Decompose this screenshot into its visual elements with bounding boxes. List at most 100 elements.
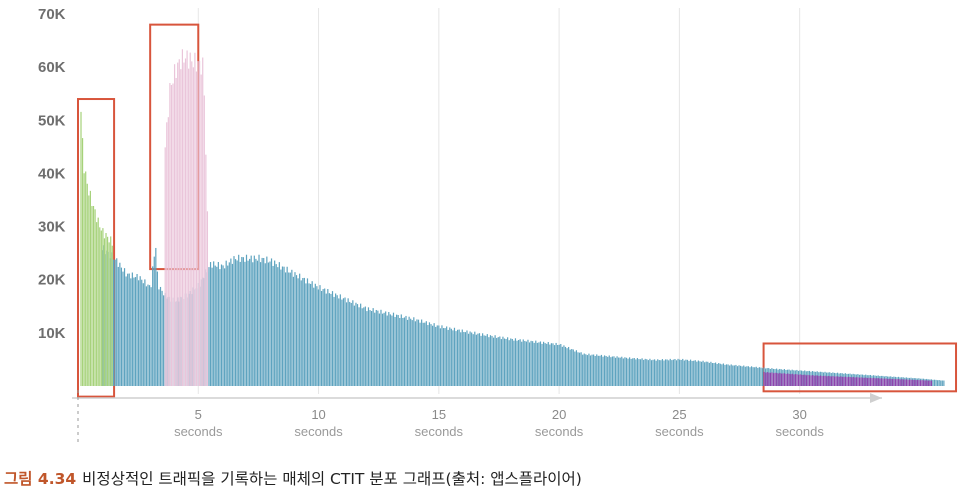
data-bar bbox=[206, 211, 209, 386]
data-bar bbox=[747, 366, 750, 386]
data-bar bbox=[887, 378, 889, 386]
data-bar bbox=[915, 380, 917, 386]
data-bar bbox=[458, 329, 460, 386]
data-bar bbox=[638, 359, 640, 386]
data-bar bbox=[544, 343, 546, 386]
data-bar bbox=[658, 360, 660, 386]
data-bar bbox=[566, 348, 568, 386]
data-bar bbox=[97, 217, 99, 386]
data-bar bbox=[366, 311, 368, 386]
data-bar bbox=[539, 341, 542, 386]
data-bar bbox=[430, 324, 432, 386]
data-bar bbox=[852, 376, 854, 386]
data-bar bbox=[503, 338, 506, 386]
data-bar bbox=[486, 334, 488, 386]
data-bar bbox=[790, 374, 792, 386]
data-bar bbox=[291, 269, 293, 386]
data-bar bbox=[388, 312, 390, 386]
data-bar bbox=[624, 357, 626, 386]
data-bar bbox=[272, 265, 274, 386]
data-bar bbox=[722, 363, 725, 386]
data-bar bbox=[259, 262, 262, 386]
data-bar bbox=[186, 50, 188, 387]
data-bar bbox=[514, 338, 517, 386]
data-bar bbox=[602, 356, 604, 386]
x-axis-arrow bbox=[870, 393, 882, 403]
figure-caption-text: 비정상적인 트래픽을 기록하는 매체의 CTIT 분포 그래프(출처: 앱스플라… bbox=[82, 470, 582, 488]
data-bar bbox=[224, 268, 226, 386]
data-bar bbox=[249, 258, 251, 386]
data-bar bbox=[113, 259, 115, 386]
data-bar bbox=[829, 376, 831, 386]
data-bar bbox=[364, 306, 366, 386]
data-bar bbox=[763, 371, 765, 386]
data-bar bbox=[103, 238, 106, 386]
data-bar bbox=[746, 366, 748, 386]
data-bar bbox=[821, 375, 823, 386]
data-bar bbox=[328, 293, 330, 386]
data-bar bbox=[105, 233, 107, 386]
data-bar bbox=[744, 366, 746, 386]
data-bar bbox=[261, 257, 263, 386]
data-bar bbox=[264, 263, 266, 386]
data-bar bbox=[442, 328, 445, 386]
data-bar bbox=[708, 362, 710, 386]
data-bar bbox=[311, 281, 313, 386]
data-bar bbox=[840, 376, 842, 386]
data-bar bbox=[219, 269, 221, 386]
data-bar bbox=[144, 279, 146, 386]
data-bar bbox=[628, 357, 631, 386]
data-bar bbox=[499, 336, 501, 386]
data-bar bbox=[808, 375, 811, 386]
data-bar bbox=[707, 361, 709, 386]
data-bar bbox=[256, 260, 259, 386]
data-bar bbox=[727, 364, 729, 386]
data-bar bbox=[188, 68, 190, 386]
data-bar bbox=[574, 351, 576, 386]
data-bar bbox=[314, 283, 316, 386]
data-bar bbox=[195, 71, 198, 386]
x-tick-label: 20 bbox=[552, 407, 566, 422]
data-bar bbox=[851, 377, 853, 386]
data-bar bbox=[319, 285, 321, 386]
data-bar bbox=[258, 254, 260, 386]
ctit-distribution-chart: 10K 20K 30K 40K 50K 60K 70K 5 seconds 10 seconds 1… bbox=[38, 6, 958, 444]
data-bar bbox=[700, 361, 703, 386]
data-bar bbox=[813, 375, 815, 386]
data-bar bbox=[761, 368, 764, 386]
data-bar bbox=[313, 287, 315, 386]
data-bar bbox=[299, 273, 301, 386]
data-bar bbox=[288, 272, 290, 386]
data-bar bbox=[797, 374, 800, 386]
data-bar bbox=[805, 375, 808, 386]
x-tick-label: 10 bbox=[311, 407, 325, 422]
data-bar bbox=[197, 61, 199, 387]
data-bar bbox=[711, 363, 714, 386]
data-bar bbox=[198, 60, 201, 387]
data-bar bbox=[927, 380, 929, 386]
data-bar bbox=[677, 358, 679, 386]
data-bar bbox=[403, 317, 406, 386]
data-bar bbox=[919, 380, 922, 386]
data-bar bbox=[941, 380, 943, 386]
data-bar bbox=[577, 352, 579, 386]
data-bar bbox=[374, 312, 376, 386]
data-bar bbox=[228, 262, 230, 386]
data-bar bbox=[513, 340, 515, 386]
data-bar bbox=[791, 373, 793, 386]
data-bar bbox=[766, 372, 768, 386]
data-bar bbox=[213, 261, 215, 386]
data-bar bbox=[826, 376, 828, 386]
data-bar bbox=[377, 310, 379, 386]
data-bar bbox=[588, 353, 590, 386]
data-bar bbox=[924, 380, 926, 386]
data-bar bbox=[203, 95, 205, 386]
data-bar bbox=[596, 354, 598, 386]
x-tick-unit: seconds bbox=[655, 424, 704, 439]
data-bar bbox=[812, 375, 814, 386]
data-bar bbox=[247, 260, 249, 386]
data-bar bbox=[339, 294, 341, 386]
data-bar bbox=[669, 358, 671, 386]
data-bars bbox=[80, 49, 945, 387]
data-bar bbox=[888, 378, 890, 386]
